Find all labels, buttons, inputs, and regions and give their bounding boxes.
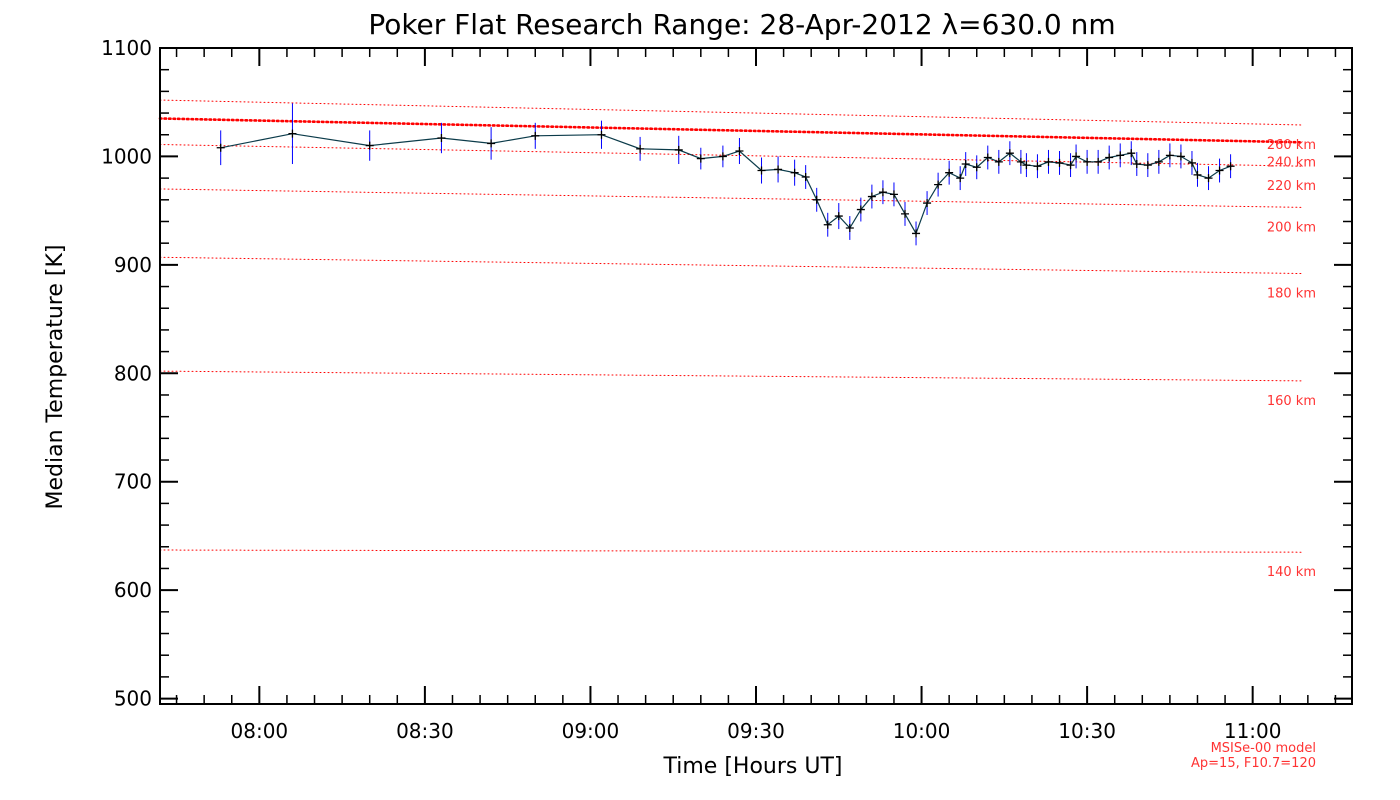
- data-point: [288, 129, 297, 138]
- data-point: [1154, 157, 1163, 166]
- model-curve: [159, 370, 1303, 382]
- data-point: [437, 133, 446, 142]
- x-tick-label: 09:00: [562, 719, 620, 743]
- data-point: [945, 168, 954, 177]
- model-curve: [159, 256, 1303, 275]
- data-point: [216, 143, 225, 152]
- plot-axes: 500 600 700 800 900 1000 1100 08:00 08:30 09:00 09…: [101, 36, 1353, 743]
- y-tick-label: 500: [114, 687, 152, 711]
- model-curve: [159, 144, 1303, 167]
- model-info-line-1: MSISe-00 model: [1211, 741, 1316, 756]
- data-point: [674, 145, 683, 154]
- data-point: [812, 195, 821, 204]
- data-point: [994, 157, 1003, 166]
- data-point: [1072, 152, 1081, 161]
- data-point: [889, 190, 898, 199]
- x-tick-label: 09:30: [727, 719, 785, 743]
- data-point: [1066, 161, 1075, 170]
- data-point: [1132, 160, 1141, 169]
- x-axis-label: Time [Hours UT]: [663, 754, 843, 779]
- data-point: [983, 153, 992, 162]
- data-point: [1044, 157, 1053, 166]
- model-curve: [159, 99, 1303, 126]
- data-point: [867, 192, 876, 201]
- data-point: [934, 180, 943, 189]
- data-point: [718, 152, 727, 161]
- model-curve: [159, 549, 1303, 553]
- data-point: [757, 166, 766, 175]
- data-point: [845, 223, 854, 232]
- data-point: [487, 139, 496, 148]
- data-point: [961, 160, 970, 169]
- model-curve-label: 160 km: [1267, 394, 1316, 409]
- x-tick-label: 08:00: [231, 719, 289, 743]
- model-curves: 140 km 160 km 180 km 200 km 220 km 240 km 260 …: [158, 99, 1316, 580]
- data-point: [901, 209, 909, 218]
- data-point: [790, 168, 799, 177]
- model-curve: [158, 117, 1304, 144]
- chart-title: Poker Flat Research Range: 28-Apr-2012 λ…: [368, 8, 1115, 41]
- data-point: [597, 130, 606, 139]
- data-point: [636, 144, 645, 153]
- data-point: [834, 212, 843, 221]
- y-tick-label: 600: [114, 578, 152, 602]
- data-point: [531, 131, 540, 140]
- data-point: [774, 165, 783, 174]
- data-point: [1116, 151, 1125, 160]
- y-tick-label: 700: [114, 470, 152, 494]
- data-point: [1187, 158, 1196, 167]
- data-point: [696, 154, 705, 163]
- x-tick-label: 11:00: [1224, 719, 1282, 743]
- data-point: [1022, 161, 1031, 170]
- data-point: [1005, 149, 1014, 158]
- data-point: [735, 147, 744, 156]
- model-curve: [159, 188, 1303, 208]
- data-point: [912, 229, 921, 238]
- data-point: [1083, 157, 1092, 166]
- model-curve-label: 260 km: [1267, 138, 1316, 153]
- data-point: [1033, 162, 1042, 171]
- x-tick-label: 10:00: [893, 719, 951, 743]
- data-point: [801, 173, 810, 182]
- data-point: [1176, 152, 1185, 161]
- data-point: [1055, 158, 1064, 167]
- data-point: [1215, 166, 1224, 175]
- data-point: [856, 205, 865, 214]
- data-point: [923, 199, 932, 208]
- model-curve-label: 140 km: [1267, 565, 1316, 580]
- data-point: [1143, 161, 1152, 170]
- data-point: [956, 174, 965, 183]
- data-point: [1226, 162, 1235, 171]
- data-point: [1016, 157, 1025, 166]
- data-point: [365, 141, 374, 150]
- data-point: [972, 163, 981, 172]
- data-point: [1193, 170, 1202, 179]
- model-curve-label: 220 km: [1267, 179, 1316, 194]
- y-tick-label: 900: [114, 253, 152, 277]
- data-series: [216, 103, 1235, 246]
- data-point: [878, 188, 887, 197]
- y-axis-label: Median Temperature [K]: [43, 245, 68, 510]
- data-point: [1165, 151, 1174, 160]
- model-info-line-2: Ap=15, F10.7=120: [1191, 756, 1316, 771]
- model-curve-label: 200 km: [1267, 220, 1316, 235]
- x-tick-label: 08:30: [396, 719, 454, 743]
- model-curve-label: 180 km: [1267, 287, 1316, 302]
- data-point: [1204, 174, 1213, 183]
- model-curve-label: 240 km: [1267, 155, 1316, 170]
- y-tick-label: 1100: [101, 36, 152, 60]
- y-tick-label: 1000: [101, 144, 152, 168]
- data-point: [1105, 153, 1114, 162]
- data-point: [1094, 157, 1103, 166]
- data-point: [1127, 149, 1136, 158]
- data-point: [823, 220, 832, 229]
- x-tick-label: 10:30: [1058, 719, 1116, 743]
- y-tick-label: 800: [114, 361, 152, 385]
